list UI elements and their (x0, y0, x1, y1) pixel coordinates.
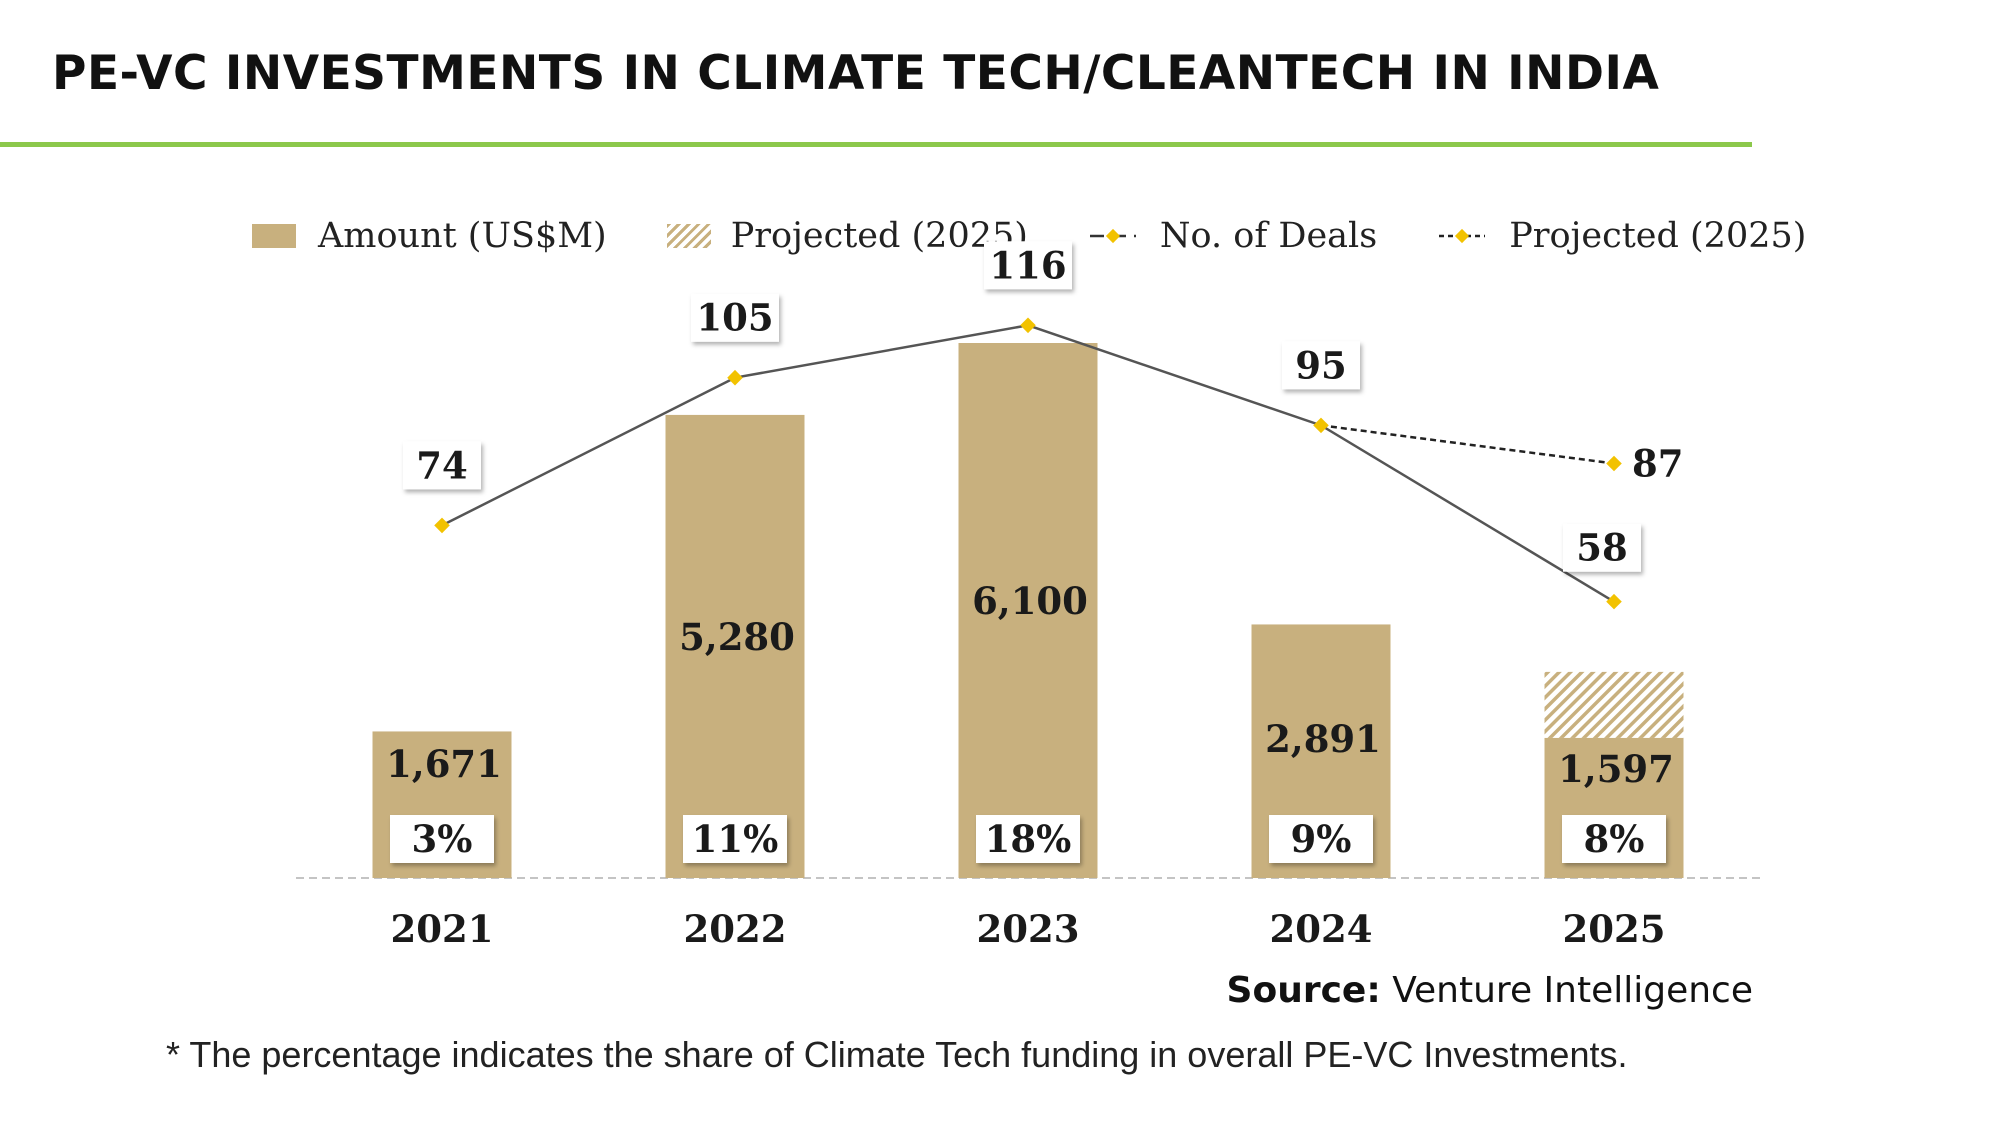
legend-swatch-amount (252, 224, 296, 248)
legend-item-deals: No. of Deals (1088, 216, 1377, 256)
source-label: Source: (1226, 970, 1381, 1011)
deals-label-2025: 58 (1576, 526, 1628, 570)
page-title: PE-VC INVESTMENTS IN CLIMATE TECH/CLEANT… (52, 46, 1660, 101)
deals-point-2024 (1313, 417, 1329, 434)
share-label-2025: 8% (1584, 817, 1645, 861)
deals-box-2025 (1563, 523, 1641, 572)
deals-point-2025 (1606, 593, 1622, 610)
amount-label-2025: 1,597 (1558, 747, 1674, 791)
legend-swatch-deals (1089, 228, 1136, 244)
legend-item-projected-amount: Projected (2025) (666, 216, 1028, 256)
legend-label-amount: Amount (US$M) (318, 216, 607, 256)
legend-label-deals: No. of Deals (1159, 216, 1378, 256)
share-label-2022: 11% (692, 817, 779, 861)
deals-projected-label: 87 (1632, 441, 1684, 485)
title-underline (0, 142, 1752, 147)
deals-box-2022 (691, 293, 779, 342)
deals-label-2022: 105 (696, 296, 773, 340)
deals-label-2021: 74 (416, 443, 468, 487)
legend-swatch-projected-deals (1439, 228, 1486, 244)
legend-label-projected-amount: Projected (2025) (730, 216, 1028, 256)
deals-label-2023: 116 (989, 243, 1066, 287)
bar-2023 (958, 343, 1098, 878)
share-label-2021: 3% (412, 817, 473, 861)
share-box-2022 (683, 815, 787, 863)
x-tick-label-2023: 2023 (977, 907, 1080, 951)
deals-box-2021 (403, 441, 481, 490)
deals-projected-line (1320, 424, 1615, 465)
deals-box-2023 (984, 241, 1072, 290)
amount-label-2023: 6,100 (972, 579, 1088, 623)
deals-point-2023 (1020, 317, 1036, 334)
legend-item-amount: Amount (US$M) (252, 216, 607, 256)
deals-point-2022 (727, 369, 743, 386)
source-value: Venture Intelligence (1392, 970, 1753, 1011)
share-label-2023: 18% (985, 817, 1072, 861)
chart-legend: Amount (US$M) Projected (2025) No. of De… (252, 208, 1806, 264)
bar-2022 (665, 414, 805, 878)
x-tick-label-2022: 2022 (684, 907, 787, 951)
x-tick-label-2024: 2024 (1270, 907, 1373, 951)
amount-label-2022: 5,280 (679, 615, 795, 659)
share-box-2021 (390, 815, 494, 863)
legend-item-projected-deals: Projected (2025) (1437, 216, 1806, 256)
share-box-2024 (1269, 815, 1373, 863)
share-box-2025 (1562, 815, 1666, 863)
deals-projected-point-2025 (1606, 455, 1622, 472)
footnote: * The percentage indicates the share of … (166, 1034, 1628, 1075)
amount-label-2024: 2,891 (1265, 717, 1381, 761)
source-note: Source: Venture Intelligence (1227, 970, 1753, 1011)
deals-box-2024 (1282, 341, 1360, 390)
legend-label-projected-deals: Projected (2025) (1509, 216, 1807, 256)
x-tick-label-2021: 2021 (391, 907, 494, 951)
deals-point-2021 (434, 517, 450, 534)
share-label-2024: 9% (1291, 817, 1352, 861)
legend-swatch-projected-amount (666, 224, 711, 248)
bar-projected-2025 (1544, 671, 1684, 738)
share-box-2023 (976, 815, 1080, 863)
amount-label-2021: 1,671 (386, 742, 502, 786)
x-tick-label-2025: 2025 (1563, 907, 1666, 951)
deals-label-2024: 95 (1295, 343, 1347, 387)
